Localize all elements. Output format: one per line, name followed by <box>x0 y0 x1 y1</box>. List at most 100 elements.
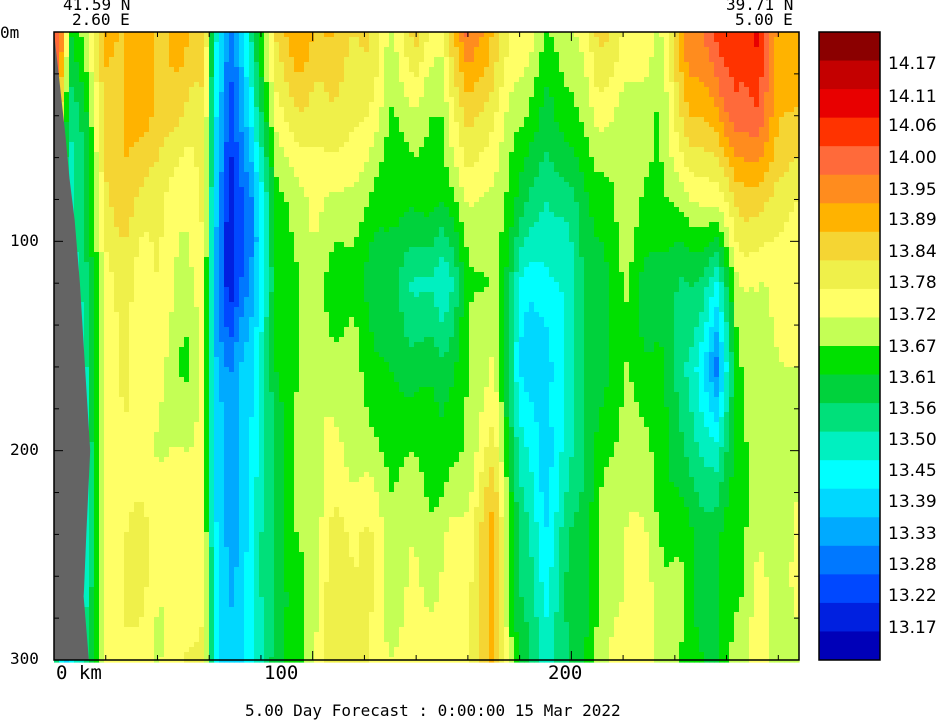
heatmap-cell <box>439 37 445 43</box>
heatmap-cell <box>699 157 705 163</box>
heatmap-cell <box>604 177 610 183</box>
heatmap-cell <box>124 72 130 78</box>
heatmap-cell <box>434 57 440 63</box>
heatmap-cell <box>394 67 400 73</box>
heatmap-cell <box>399 197 405 203</box>
heatmap-cell <box>649 122 655 128</box>
heatmap-cell <box>349 137 355 143</box>
heatmap-cell <box>349 107 355 113</box>
heatmap-cell <box>599 107 605 113</box>
heatmap-cell <box>719 97 725 103</box>
heatmap-cell <box>449 117 455 123</box>
heatmap-cell <box>569 112 575 118</box>
heatmap-cell <box>469 147 475 153</box>
heatmap-cell <box>184 72 190 78</box>
heatmap-cell <box>129 187 135 193</box>
heatmap-cell <box>444 87 450 93</box>
heatmap-cell <box>629 102 635 108</box>
heatmap-cell <box>74 147 80 153</box>
heatmap-cell <box>374 147 380 153</box>
heatmap-cell <box>409 42 415 48</box>
heatmap-cell <box>324 52 330 58</box>
heatmap-cell <box>469 42 475 48</box>
heatmap-cell <box>599 102 605 108</box>
heatmap-cell <box>269 197 275 203</box>
heatmap-cell <box>609 187 615 193</box>
heatmap-cell <box>104 152 110 158</box>
heatmap-cell <box>404 32 410 38</box>
heatmap-cell <box>654 92 660 98</box>
heatmap-cell <box>459 92 465 98</box>
heatmap-cell <box>684 142 690 148</box>
heatmap-cell <box>499 152 505 158</box>
heatmap-cell <box>339 132 345 138</box>
heatmap-cell <box>249 197 255 203</box>
heatmap-cell <box>479 82 485 88</box>
heatmap-cell <box>644 87 650 93</box>
heatmap-cell <box>439 197 445 203</box>
heatmap-cell <box>209 147 215 153</box>
heatmap-cell <box>439 127 445 133</box>
heatmap-cell <box>749 147 755 153</box>
heatmap-cell <box>579 132 585 138</box>
heatmap-cell <box>149 157 155 163</box>
heatmap-cell <box>314 147 320 153</box>
heatmap-cell <box>664 177 670 183</box>
heatmap-cell <box>194 142 200 148</box>
heatmap-cell <box>474 52 480 58</box>
heatmap-cell <box>509 167 515 173</box>
heatmap-cell <box>664 102 670 108</box>
heatmap-cell <box>369 162 375 168</box>
heatmap-cell <box>449 147 455 153</box>
heatmap-cell <box>254 42 260 48</box>
heatmap-cell <box>289 52 295 58</box>
heatmap-cell <box>264 132 270 138</box>
heatmap-cell <box>504 157 510 163</box>
heatmap-cell <box>199 147 205 153</box>
heatmap-cell <box>554 72 560 78</box>
heatmap-cell <box>84 187 90 193</box>
heatmap-cell <box>189 47 195 53</box>
heatmap-cell <box>189 172 195 178</box>
heatmap-cell <box>69 67 75 73</box>
heatmap-cell <box>94 92 100 98</box>
heatmap-cell <box>199 182 205 188</box>
heatmap-cell <box>709 47 715 53</box>
heatmap-cell <box>619 42 625 48</box>
heatmap-cell <box>709 142 715 148</box>
heatmap-cell <box>729 172 735 178</box>
heatmap-cell <box>179 32 185 38</box>
heatmap-cell <box>184 92 190 98</box>
heatmap-cell <box>534 157 540 163</box>
heatmap-cell <box>344 57 350 63</box>
heatmap-cell <box>89 132 95 138</box>
heatmap-cell <box>99 82 105 88</box>
heatmap-cell <box>424 147 430 153</box>
heatmap-cell <box>614 132 620 138</box>
heatmap-cell <box>654 67 660 73</box>
heatmap-cell <box>214 37 220 43</box>
heatmap-cell <box>84 127 90 133</box>
heatmap-cell <box>489 172 495 178</box>
heatmap-cell <box>544 192 550 198</box>
heatmap-cell <box>59 52 65 58</box>
heatmap-cell <box>264 182 270 188</box>
heatmap-cell <box>89 47 95 53</box>
heatmap-cell <box>669 187 675 193</box>
heatmap-cell <box>759 152 765 158</box>
heatmap-cell <box>424 112 430 118</box>
heatmap-cell <box>719 37 725 43</box>
heatmap-cell <box>174 37 180 43</box>
heatmap-cell <box>409 132 415 138</box>
heatmap-cell <box>769 107 775 113</box>
heatmap-cell <box>619 117 625 123</box>
heatmap-cell <box>279 122 285 128</box>
heatmap-cell <box>654 147 660 153</box>
heatmap-cell <box>679 192 685 198</box>
heatmap-cell <box>579 102 585 108</box>
heatmap-cell <box>224 187 230 193</box>
heatmap-cell <box>324 72 330 78</box>
heatmap-cell <box>554 132 560 138</box>
heatmap-cell <box>224 167 230 173</box>
heatmap-cell <box>84 37 90 43</box>
